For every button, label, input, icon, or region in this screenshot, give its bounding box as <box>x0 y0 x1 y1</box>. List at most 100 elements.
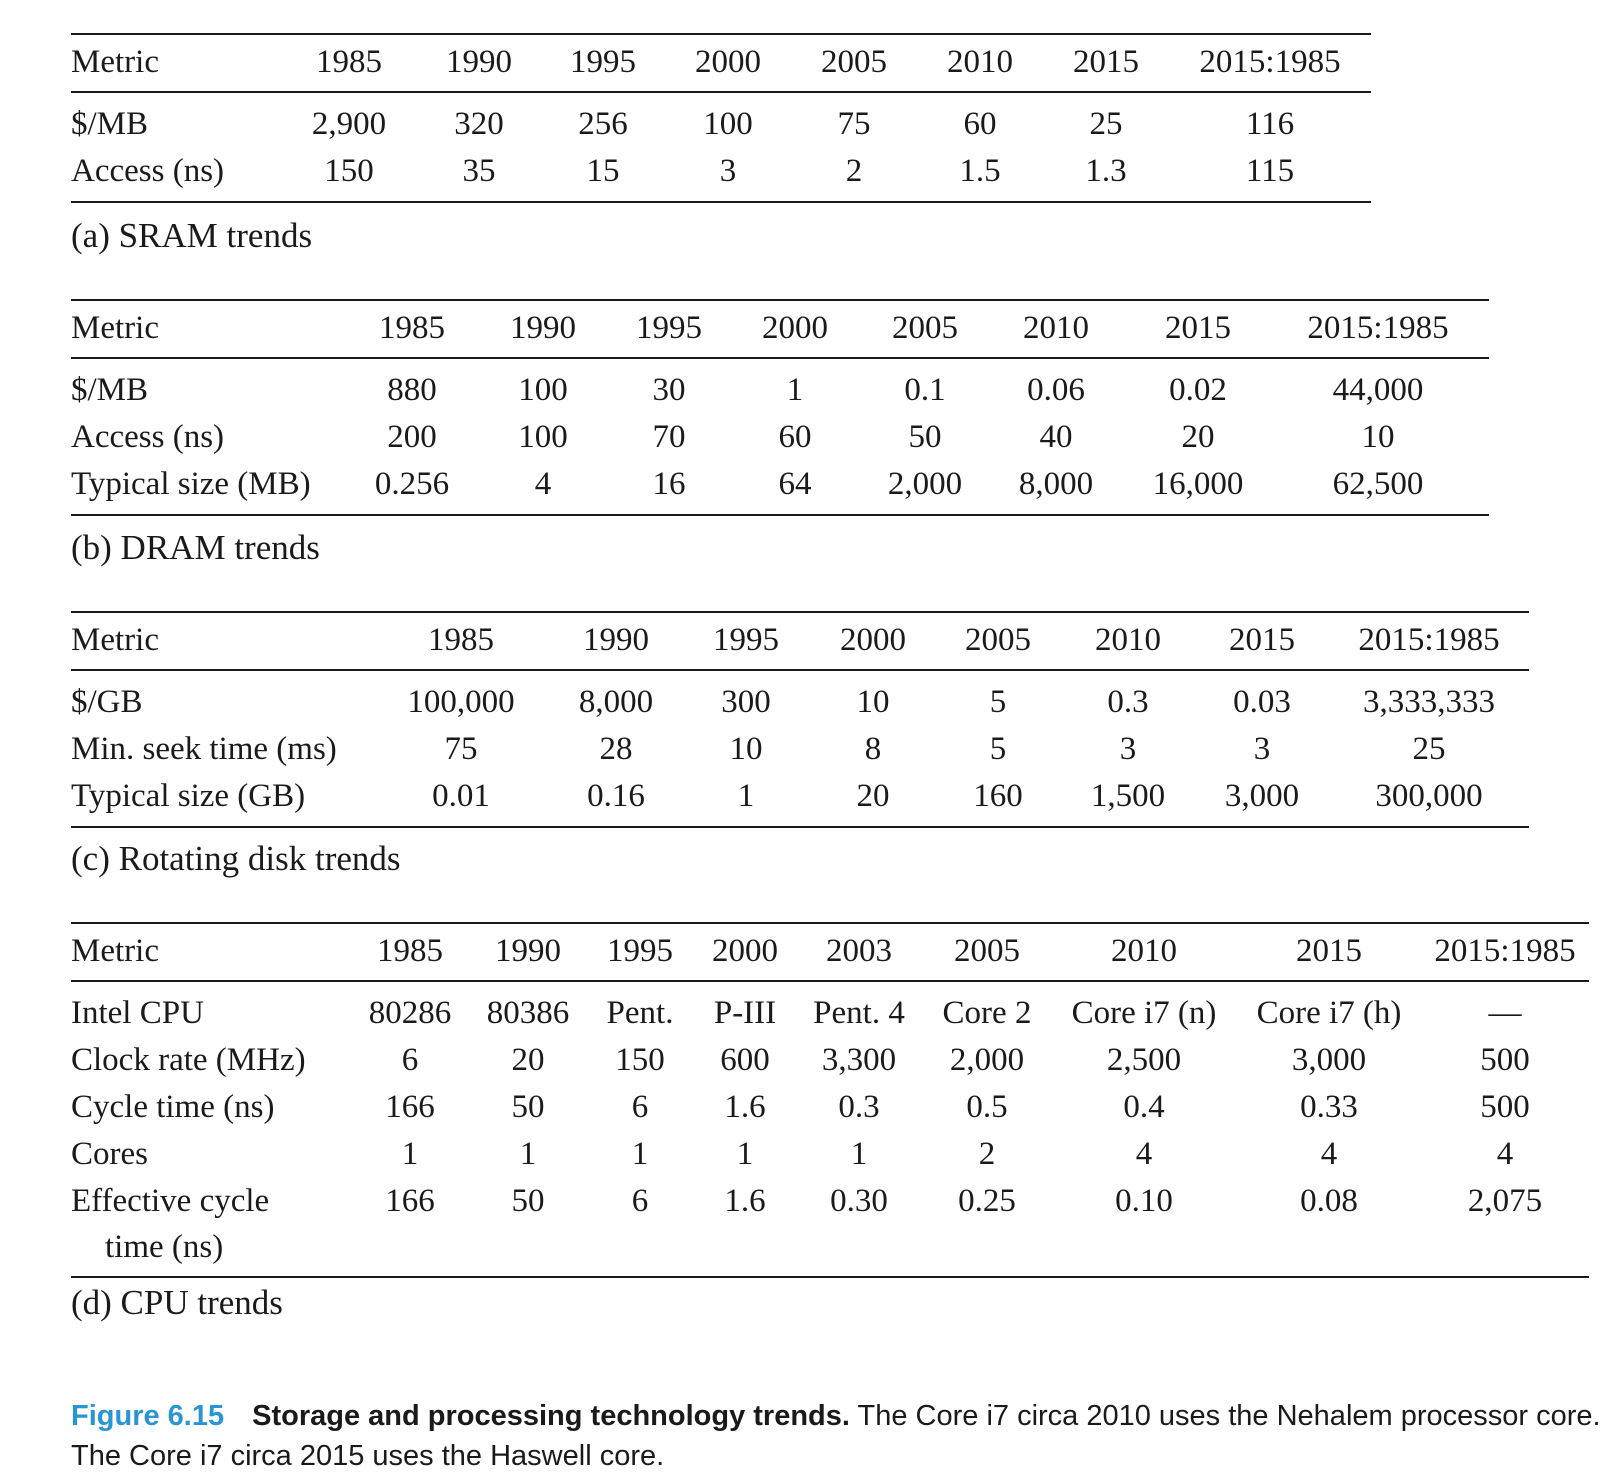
value-cell: 0.3 <box>1107 684 1149 720</box>
metric-header: Metric <box>71 611 371 671</box>
column-header: 1985 <box>371 611 551 671</box>
metric-header: Metric <box>71 33 281 93</box>
sram-table-block: Metric 1985 1990 1995 2000 2005 2010 2015 2015:1… <box>71 33 1371 203</box>
value-cell: 40 <box>1039 419 1073 455</box>
value-cell: 8,000 <box>578 684 654 720</box>
column-header: 2015:1985 <box>1421 922 1589 982</box>
value-cell: 600 <box>720 1042 770 1078</box>
column-header: 2015 <box>1195 611 1329 671</box>
value-cell: 35 <box>417 148 541 203</box>
cpu-trends-table: Metric 1985 1990 1995 2000 2003 2005 2010 2015 20… <box>71 922 1589 1278</box>
value-cell: 2 <box>978 1136 996 1172</box>
column-header: 1985 <box>281 33 417 93</box>
header-row: Metric 1985 1990 1995 2000 2005 2010 2015 2015:1… <box>71 299 1489 359</box>
value-cell: 320 <box>454 106 504 142</box>
value-cell: 50 <box>511 1089 545 1125</box>
metric-label: Typical size (GB) <box>71 773 371 828</box>
value-cell: 3 <box>665 148 791 203</box>
value-cell: 16 <box>615 461 723 516</box>
table-row: $/GB 100,000 8,000 300 10 5 0.3 0.03 3,333,333 <box>71 670 1529 726</box>
column-header: 2010 <box>983 299 1129 359</box>
value-cell: 3 <box>1253 731 1271 767</box>
value-cell: 200 <box>387 419 437 455</box>
dram-trends-table: Metric 1985 1990 1995 2000 2005 2010 2015 2015:1… <box>71 299 1489 516</box>
value-cell: 60 <box>778 419 812 455</box>
column-header: 2015:1985 <box>1329 611 1529 671</box>
table-row: $/MB 880 100 30 1 0.1 0.06 0.02 44,000 <box>71 358 1489 414</box>
metric-header: Metric <box>71 299 353 359</box>
value-cell: 20 <box>511 1042 545 1078</box>
value-cell: 0.4 <box>1123 1089 1165 1125</box>
column-header: 2000 <box>723 299 867 359</box>
metric-label: Access (ns) <box>71 148 281 203</box>
column-header: 1985 <box>349 922 471 982</box>
column-header: 1990 <box>551 611 681 671</box>
column-header: 1995 <box>681 611 811 671</box>
value-cell: Core i7 (h) <box>1256 995 1402 1031</box>
metric-label: Cores <box>71 1136 148 1172</box>
column-header: 1985 <box>353 299 471 359</box>
figure-number: Figure 6.15 <box>71 1400 225 1432</box>
value-cell: 20 <box>1181 419 1215 455</box>
value-cell: 10 <box>856 684 890 720</box>
value-cell: 1,500 <box>1061 773 1195 828</box>
value-cell: 0.01 <box>371 773 551 828</box>
column-header: 2005 <box>791 33 917 93</box>
value-cell: 4 <box>1320 1136 1338 1172</box>
value-cell: 2 <box>791 148 917 203</box>
table-row: Intel CPU 80286 80386 Pent. P-III Pent. 4 Core… <box>71 981 1589 1037</box>
value-cell: 300 <box>721 684 771 720</box>
value-cell: 10 <box>1361 419 1395 455</box>
value-cell: 115 <box>1169 148 1371 203</box>
value-cell: 64 <box>723 461 867 516</box>
metric-label: Intel CPU <box>71 995 204 1031</box>
column-header: 1990 <box>417 33 541 93</box>
value-cell: 1.3 <box>1043 148 1169 203</box>
value-cell: 100 <box>703 106 753 142</box>
value-cell: 0.10 <box>1051 1178 1237 1278</box>
figure-text: The Core i7 circa 2010 uses the Nehalem … <box>71 1400 1601 1472</box>
value-cell: 166 <box>349 1178 471 1278</box>
column-header: 2015:1985 <box>1169 33 1371 93</box>
metric-label: Typical size (MB) <box>71 461 353 516</box>
value-cell: 1 <box>850 1136 868 1172</box>
value-cell: 5 <box>989 684 1007 720</box>
metric-label: Min. seek time (ms) <box>71 731 337 767</box>
metric-label: Access (ns) <box>71 419 225 455</box>
dram-table-block: Metric 1985 1990 1995 2000 2005 2010 2015 2015:1… <box>71 299 1489 516</box>
cpu-table-block: Metric 1985 1990 1995 2000 2003 2005 2010 2015 20… <box>71 922 1589 1278</box>
value-cell: 4 <box>1496 1136 1514 1172</box>
value-cell: 1.5 <box>917 148 1043 203</box>
value-cell: 0.5 <box>966 1089 1008 1125</box>
column-header: 1995 <box>541 33 665 93</box>
value-cell: 75 <box>444 731 478 767</box>
column-header: 2015 <box>1237 922 1421 982</box>
value-cell: 50 <box>908 419 942 455</box>
table-row: Typical size (GB) 0.01 0.16 1 20 160 1,500 3,00… <box>71 773 1529 828</box>
value-cell: 75 <box>837 106 871 142</box>
value-cell: 0.30 <box>795 1178 923 1278</box>
metric-label-line: Effective cycle <box>71 1183 270 1219</box>
dram-caption: (b) DRAM trends <box>71 528 320 567</box>
table-row: Access (ns) 200 100 70 60 50 40 20 10 <box>71 414 1489 461</box>
value-cell: 100,000 <box>407 684 515 720</box>
value-cell: 80286 <box>368 995 452 1031</box>
value-cell: 150 <box>615 1042 665 1078</box>
value-cell: 256 <box>578 106 628 142</box>
column-header: 2015:1985 <box>1267 299 1489 359</box>
metric-label: Effective cycle time (ns) <box>71 1178 349 1278</box>
value-cell: 2,000 <box>867 461 983 516</box>
value-cell: 8,000 <box>983 461 1129 516</box>
value-cell: 880 <box>387 372 437 408</box>
value-cell: Pent. 4 <box>813 995 905 1031</box>
value-cell: 2,000 <box>949 1042 1025 1078</box>
column-header: 2005 <box>923 922 1051 982</box>
value-cell: 1 <box>736 1136 754 1172</box>
value-cell: 8 <box>864 731 882 767</box>
value-cell: 3,333,333 <box>1363 684 1495 720</box>
column-header: 2010 <box>1051 922 1237 982</box>
metric-label: $/MB <box>71 106 149 142</box>
value-cell: 116 <box>1245 106 1295 142</box>
value-cell: 500 <box>1480 1089 1530 1125</box>
value-cell: 1 <box>786 372 804 408</box>
